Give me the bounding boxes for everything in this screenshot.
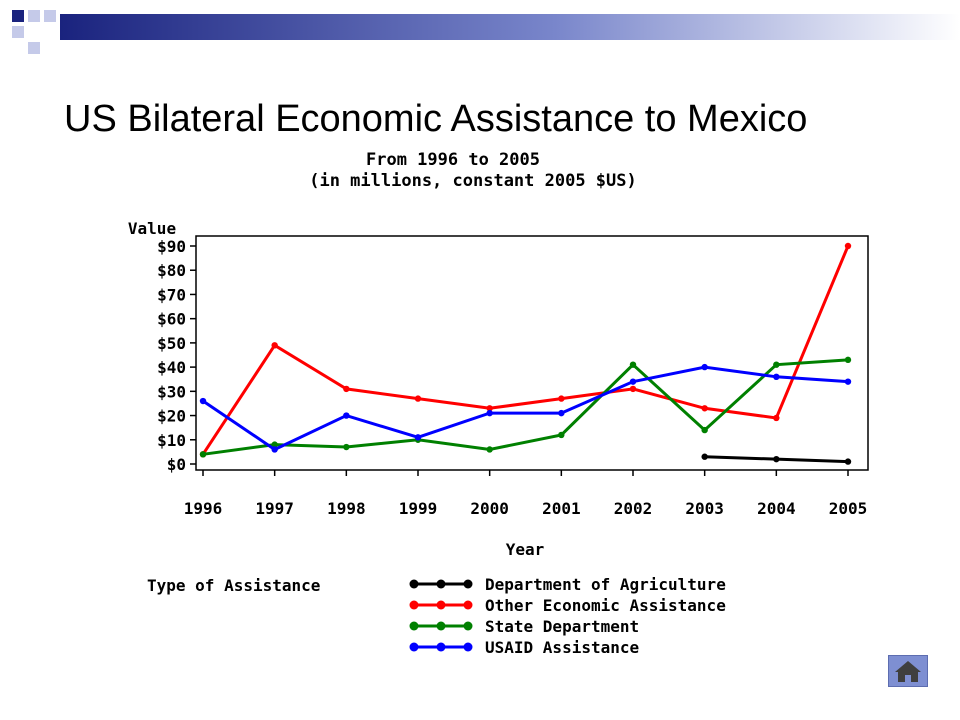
y-tick-label: $90: [157, 237, 186, 256]
legend-swatch-dot: [409, 600, 419, 610]
legend-swatch-dot: [463, 600, 473, 610]
data-point-department-of-agriculture: [701, 453, 708, 460]
x-tick-label: 1997: [255, 499, 294, 518]
y-tick-label: $60: [157, 310, 186, 329]
legend-swatch-dot: [409, 579, 419, 589]
legend-label: State Department: [485, 617, 639, 636]
data-point-usaid-assistance: [844, 378, 852, 385]
y-tick-label: $20: [157, 407, 186, 426]
data-point-usaid-assistance: [701, 363, 708, 371]
data-point-state-department: [199, 451, 207, 458]
data-point-usaid-assistance: [343, 412, 350, 419]
data-point-state-department: [486, 446, 493, 453]
slide-title: US Bilateral Economic Assistance to Mexi…: [64, 98, 808, 140]
data-point-state-department: [773, 361, 780, 368]
legend: Department of Agriculture Other Economic …: [409, 575, 726, 657]
x-axis-label: Year: [506, 540, 545, 559]
y-axis-ticks: $0 $10 $20 $30 $40 $50 $60 $70 $80 $90: [157, 237, 196, 474]
data-point-state-department: [343, 443, 350, 451]
legend-item-other-economic-assistance: Other Economic Assistance: [409, 596, 726, 615]
x-tick-label: 2001: [542, 499, 581, 518]
y-tick-label: $30: [157, 382, 186, 401]
data-point-usaid-assistance: [773, 373, 780, 380]
data-point-usaid-assistance: [629, 378, 637, 385]
series-line-other-economic-assistance: [201, 245, 850, 456]
legend-swatch-dot: [436, 621, 446, 631]
data-point-usaid-assistance: [486, 409, 493, 417]
legend-swatch-dot: [463, 579, 473, 589]
legend-title: Type of Assistance: [147, 576, 320, 595]
legend-swatch-dot: [436, 642, 446, 652]
legend-item-usaid-assistance: USAID Assistance: [409, 638, 639, 657]
legend-swatch-dot: [436, 600, 446, 610]
x-tick-label: 1996: [184, 499, 223, 518]
y-tick-label: $70: [157, 285, 186, 304]
home-icon: [895, 661, 921, 682]
data-point-department-of-agriculture: [844, 458, 852, 465]
x-tick-label: 2000: [470, 499, 509, 518]
x-tick-label: 2002: [614, 499, 653, 518]
y-axis-label: Value: [128, 219, 176, 238]
chart-title: From 1996 to 2005: [366, 150, 540, 170]
y-tick-label: $10: [157, 431, 186, 450]
series-line-usaid-assistance: [202, 365, 849, 452]
x-tick-label: 1998: [327, 499, 366, 518]
y-tick-label: $40: [157, 358, 186, 377]
line-chart: From 1996 to 2005 (in millions, constant…: [128, 150, 869, 657]
data-point-other-economic-assistance: [844, 242, 852, 250]
data-point-state-department: [844, 356, 852, 364]
data-point-other-economic-assistance: [414, 395, 422, 402]
y-tick-label: $50: [157, 334, 186, 353]
legend-label: Department of Agriculture: [485, 575, 726, 594]
data-point-other-economic-assistance: [558, 395, 565, 402]
data-point-usaid-assistance: [558, 409, 565, 417]
legend-label: USAID Assistance: [485, 638, 639, 657]
data-point-state-department: [558, 431, 565, 439]
legend-label: Other Economic Assistance: [485, 596, 726, 615]
legend-swatch-dot: [463, 642, 473, 652]
legend-item-department-of-agriculture: Department of Agriculture: [409, 575, 726, 594]
chart-subtitle: (in millions, constant 2005 $US): [309, 171, 637, 191]
legend-swatch-dot: [409, 642, 419, 652]
x-tick-label: 2004: [757, 499, 796, 518]
data-point-usaid-assistance: [414, 434, 422, 441]
data-point-other-economic-assistance: [343, 385, 350, 393]
data-point-department-of-agriculture: [773, 455, 780, 463]
data-point-state-department: [701, 426, 708, 434]
plot-frame: [195, 235, 869, 471]
home-button[interactable]: [888, 655, 928, 687]
data-point-other-economic-assistance: [271, 342, 278, 349]
x-tick-label: 2005: [829, 499, 868, 518]
data-point-other-economic-assistance: [486, 405, 493, 412]
data-point-other-economic-assistance: [629, 385, 637, 393]
data-point-other-economic-assistance: [773, 414, 780, 422]
legend-swatch-dot: [409, 621, 419, 631]
x-axis-ticks: 1996 1997 1998 1999 2000 2001 2002 2003 2004 2005: [184, 470, 868, 518]
data-point-other-economic-assistance: [701, 405, 708, 412]
data-point-state-department: [271, 441, 278, 448]
x-tick-label: 1999: [399, 499, 438, 518]
x-tick-label: 2003: [685, 499, 724, 518]
legend-swatch-dot: [436, 579, 446, 589]
legend-item-state-department: State Department: [409, 617, 639, 636]
data-point-usaid-assistance: [199, 397, 207, 405]
y-tick-label: $0: [167, 455, 186, 474]
series-line-state-department: [202, 358, 849, 456]
series-lines: [199, 242, 852, 465]
data-point-state-department: [629, 361, 637, 368]
data-point-usaid-assistance: [271, 446, 278, 453]
slide-decoration: [0, 0, 960, 54]
legend-swatch-dot: [463, 621, 473, 631]
y-tick-label: $80: [157, 261, 186, 280]
